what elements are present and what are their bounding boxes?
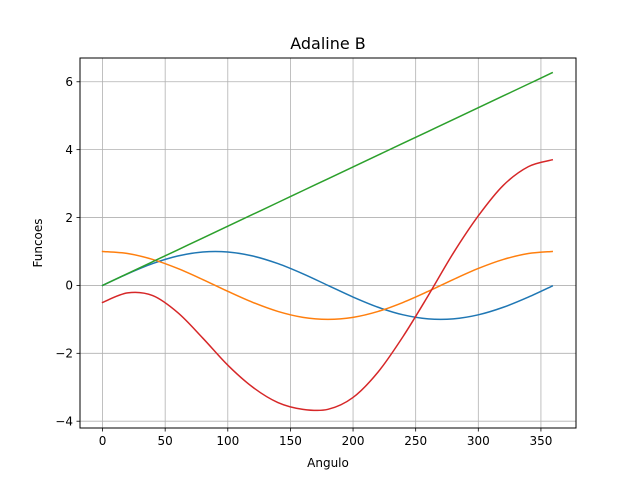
y-tick-label: −2 bbox=[55, 347, 73, 361]
y-axis-title: Funcoes bbox=[31, 218, 45, 267]
y-tick-label: 0 bbox=[65, 279, 73, 293]
x-tick-label: 50 bbox=[158, 434, 173, 448]
x-tick-label: 350 bbox=[529, 434, 552, 448]
y-tick-label: −4 bbox=[55, 415, 73, 429]
y-tick-label: 4 bbox=[65, 143, 73, 157]
x-tick-label: 0 bbox=[99, 434, 107, 448]
chart-title: Adaline B bbox=[290, 34, 366, 53]
plot-frame bbox=[79, 57, 577, 429]
x-tick-label: 200 bbox=[342, 434, 365, 448]
axis-ticks: 0 50 100 150 200 250 300 350 −4 −2 0 2 4 6 bbox=[55, 75, 552, 448]
series-line-1 bbox=[101, 250, 554, 321]
series-lines bbox=[101, 71, 554, 412]
y-tick-label: 6 bbox=[65, 75, 73, 89]
x-tick-label: 300 bbox=[467, 434, 490, 448]
x-tick-label: 150 bbox=[279, 434, 302, 448]
series-line-0 bbox=[101, 250, 554, 321]
x-tick-label: 100 bbox=[216, 434, 239, 448]
x-tick-label: 250 bbox=[404, 434, 427, 448]
y-tick-label: 2 bbox=[65, 211, 73, 225]
series-line-2 bbox=[101, 71, 554, 287]
grid bbox=[80, 58, 576, 428]
x-axis-title: Angulo bbox=[307, 456, 349, 470]
series-line-3 bbox=[101, 158, 554, 412]
